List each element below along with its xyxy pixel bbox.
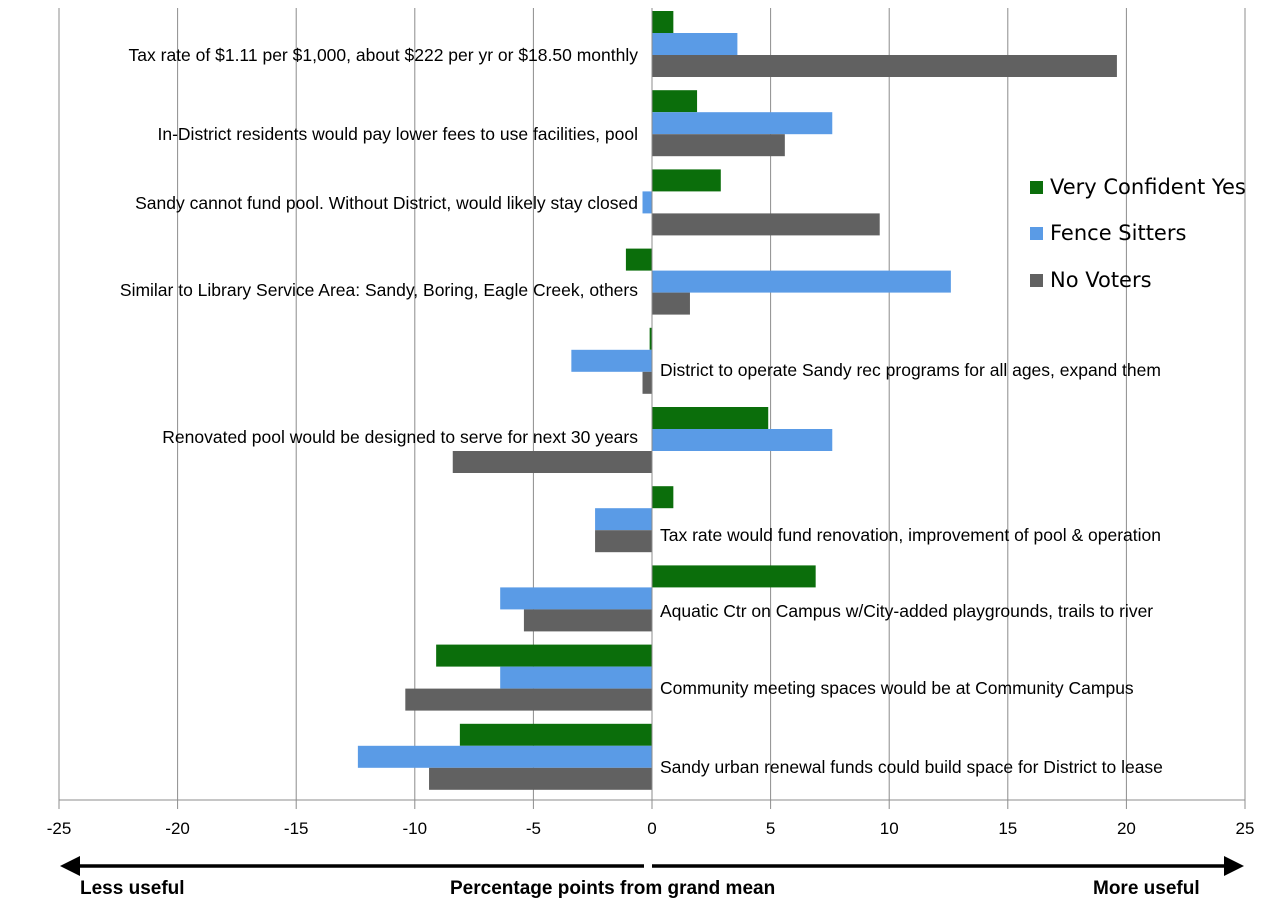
bar-very-confident-yes: [652, 169, 721, 192]
bar-very-confident-yes: [459, 723, 652, 746]
bar-fence-sitters: [652, 112, 833, 135]
legend: Very Confident Yes Fence Sitters No Voters: [1030, 175, 1246, 292]
legend-swatch: [1030, 274, 1043, 287]
right-note: More useful: [1093, 878, 1200, 899]
bar-no-voters: [652, 55, 1117, 77]
legend-label: Fence Sitters: [1050, 221, 1186, 245]
bar-no-voters: [405, 688, 652, 711]
bar-very-confident-yes: [649, 327, 652, 350]
bar-no-voters: [652, 134, 785, 157]
bar-no-voters: [652, 292, 690, 315]
bar-no-voters: [652, 213, 880, 236]
axis-layer: -25 -20 -15 -10 -5 0 5 10 15 20 25: [47, 8, 1255, 838]
x-tick-label: 25: [1236, 819, 1255, 838]
x-tick-label: 0: [647, 819, 656, 838]
x-tick-label: 20: [1117, 819, 1136, 838]
bar-very-confident-yes: [652, 11, 674, 33]
bar-fence-sitters: [357, 745, 652, 768]
bar-fence-sitters: [642, 191, 652, 214]
bar-fence-sitters: [652, 270, 951, 293]
category-label: Aquatic Ctr on Campus w/City-added playg…: [660, 601, 1153, 621]
x-tick-label: -25: [47, 819, 72, 838]
bar-no-voters: [452, 451, 652, 473]
category-label: Similar to Library Service Area: Sandy, …: [120, 280, 638, 300]
left-note: Less useful: [80, 878, 185, 899]
bar-fence-sitters: [500, 666, 652, 689]
category-labels: Tax rate of $1.11 per $1,000, about $222…: [120, 45, 1163, 777]
x-axis-title: Percentage points from grand mean: [450, 878, 775, 899]
category-label: Tax rate of $1.11 per $1,000, about $222…: [129, 45, 639, 65]
bar-fence-sitters: [500, 587, 652, 610]
bar-no-voters: [523, 609, 652, 632]
bottom-annotations: Less useful Percentage points from grand…: [60, 856, 1244, 899]
category-label: Tax rate would fund renovation, improvem…: [660, 525, 1161, 545]
bar-very-confident-yes: [652, 407, 769, 429]
bar-very-confident-yes: [625, 248, 652, 271]
bar-fence-sitters: [571, 349, 652, 372]
x-tick-label: -20: [165, 819, 190, 838]
bar-no-voters: [429, 767, 652, 790]
category-label: Sandy cannot fund pool. Without District…: [135, 193, 638, 213]
x-tick-label: -15: [284, 819, 309, 838]
x-tick-label: 10: [880, 819, 899, 838]
x-tick-label: 15: [998, 819, 1017, 838]
more-useful-arrowhead: [1224, 856, 1244, 876]
category-label: Community meeting spaces would be at Com…: [660, 678, 1134, 698]
less-useful-arrowhead: [60, 856, 80, 876]
x-tick-label: -5: [526, 819, 541, 838]
bar-very-confident-yes: [652, 565, 816, 588]
category-label: Sandy urban renewal funds could build sp…: [660, 757, 1163, 777]
bar-fence-sitters: [595, 508, 652, 531]
category-label: In-District residents would pay lower fe…: [158, 124, 639, 144]
legend-swatch: [1030, 181, 1043, 194]
bars-layer: [357, 11, 1117, 790]
legend-swatch: [1030, 227, 1043, 240]
bar-very-confident-yes: [652, 486, 674, 509]
legend-label: No Voters: [1050, 268, 1152, 292]
x-tick-label: 5: [766, 819, 775, 838]
category-label: District to operate Sandy rec programs f…: [660, 360, 1161, 380]
category-label: Renovated pool would be designed to serv…: [162, 427, 638, 447]
bar-fence-sitters: [652, 33, 738, 55]
bar-very-confident-yes: [652, 90, 698, 113]
bar-fence-sitters: [652, 429, 833, 451]
x-tick-label: -10: [403, 819, 428, 838]
bar-no-voters: [595, 530, 652, 553]
legend-label: Very Confident Yes: [1050, 175, 1246, 199]
bar-no-voters: [642, 371, 652, 394]
bar-very-confident-yes: [436, 644, 652, 667]
